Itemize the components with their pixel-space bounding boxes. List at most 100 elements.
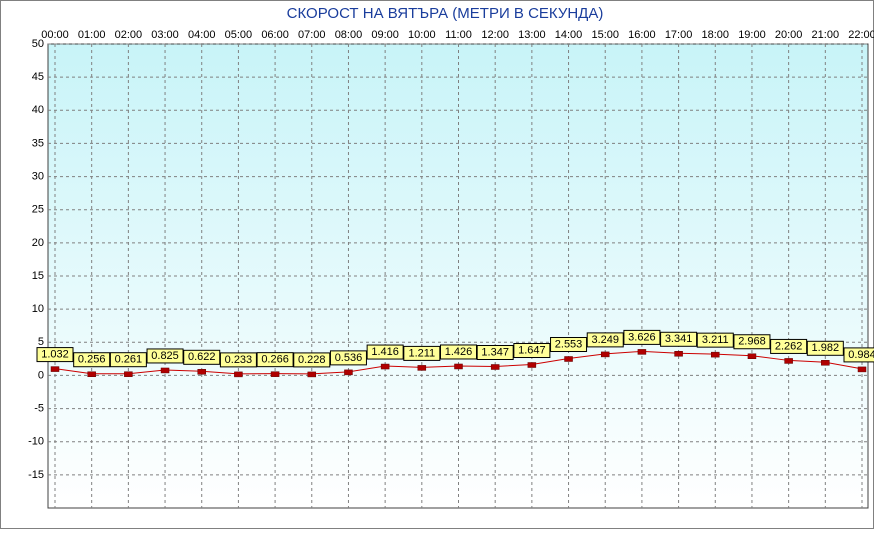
x-tick-label: 07:00 <box>298 29 326 41</box>
marker <box>747 353 757 360</box>
data-label: 3.626 <box>628 331 656 343</box>
marker <box>564 356 573 362</box>
x-tick-label: 02:00 <box>115 29 143 41</box>
data-label: 3.341 <box>665 333 693 345</box>
marker <box>344 369 353 376</box>
x-tick-label: 09:00 <box>371 29 399 41</box>
y-tick-label: 45 <box>32 71 44 83</box>
data-label: 0.228 <box>298 354 326 366</box>
data-label: 0.266 <box>261 354 289 366</box>
data-label: 0.256 <box>78 354 106 366</box>
y-tick-label: 40 <box>32 104 44 116</box>
data-label: 1.647 <box>518 344 546 356</box>
y-tick-label: 5 <box>38 336 44 348</box>
x-tick-label: 15:00 <box>591 29 619 41</box>
label-box <box>403 345 441 361</box>
marker <box>600 351 610 358</box>
data-label: 2.262 <box>775 340 803 352</box>
data-label: 1.416 <box>371 346 399 358</box>
marker <box>527 362 537 368</box>
y-tick-label: -10 <box>28 436 44 448</box>
label-box <box>660 331 698 347</box>
data-label: 0.984 <box>848 349 874 361</box>
data-label: 1.982 <box>812 342 840 354</box>
marker <box>380 363 390 370</box>
label-box <box>219 352 257 368</box>
x-tick-label: 00:00 <box>41 29 69 41</box>
x-tick-label: 12:00 <box>481 29 509 41</box>
x-tick-label: 18:00 <box>702 29 730 41</box>
label-box <box>183 349 221 365</box>
data-label: 0.233 <box>225 354 253 366</box>
y-tick-label: 50 <box>32 38 44 50</box>
data-label: 2.553 <box>555 338 583 350</box>
x-tick-label: 22:00 <box>848 29 874 41</box>
label-box <box>73 352 111 368</box>
x-tick-label: 04:00 <box>188 29 216 41</box>
label-box <box>366 344 404 360</box>
x-tick-label: 10:00 <box>408 29 436 41</box>
marker <box>711 351 720 358</box>
marker <box>857 366 867 373</box>
data-label: 3.211 <box>702 334 729 346</box>
chart-title: СКОРОСТ НА ВЯТЪРА (МЕТРИ В СЕКУНДА) <box>287 5 604 22</box>
marker <box>234 371 243 378</box>
marker <box>307 371 317 378</box>
y-tick-label: 25 <box>32 204 44 216</box>
x-tick-label: 05:00 <box>225 29 253 41</box>
y-tick-label: 20 <box>32 237 44 249</box>
data-label: 0.622 <box>188 351 216 363</box>
x-tick-label: 03:00 <box>151 29 179 41</box>
label-box <box>329 350 367 366</box>
label-box <box>293 352 331 368</box>
data-label: 0.261 <box>115 354 143 366</box>
y-tick-label: 15 <box>32 270 44 282</box>
data-label: 1.347 <box>481 346 509 358</box>
x-tick-label: 16:00 <box>628 29 656 41</box>
marker <box>417 365 427 371</box>
x-tick-label: 01:00 <box>78 29 106 41</box>
y-tick-label: 10 <box>32 303 44 315</box>
label-box <box>623 329 661 345</box>
y-tick-label: 30 <box>32 170 44 182</box>
label-box <box>696 332 734 348</box>
label-box <box>806 340 844 356</box>
x-tick-label: 17:00 <box>665 29 693 41</box>
marker <box>87 371 96 377</box>
label-box <box>146 348 184 364</box>
marker <box>674 351 683 357</box>
label-box <box>586 332 624 348</box>
data-label: 3.249 <box>591 334 619 346</box>
x-tick-label: 19:00 <box>738 29 766 41</box>
y-tick-label: 35 <box>32 137 44 149</box>
data-label: 2.968 <box>738 336 766 348</box>
x-tick-label: 06:00 <box>261 29 289 41</box>
label-box <box>476 344 514 360</box>
x-tick-label: 13:00 <box>518 29 546 41</box>
data-label: 1.426 <box>445 346 473 358</box>
data-label: 0.825 <box>151 350 179 362</box>
label-box <box>843 347 874 363</box>
x-tick-label: 11:00 <box>445 29 472 41</box>
y-tick-label: -15 <box>28 469 44 481</box>
marker <box>490 364 500 370</box>
label-box <box>550 337 588 353</box>
label-box <box>770 338 808 354</box>
marker <box>270 371 280 377</box>
y-tick-label: -5 <box>34 402 44 414</box>
label-box <box>109 352 147 368</box>
marker <box>50 366 60 372</box>
marker <box>821 360 830 366</box>
label-box <box>513 343 551 359</box>
marker <box>784 358 793 364</box>
data-label: 1.211 <box>408 347 435 359</box>
x-tick-label: 20:00 <box>775 29 803 41</box>
data-label: 1.032 <box>41 348 69 360</box>
y-tick-label: 0 <box>38 369 44 381</box>
label-box <box>36 347 74 363</box>
label-box <box>256 352 294 368</box>
label-box <box>440 344 477 360</box>
marker <box>637 349 647 355</box>
x-tick-label: 21:00 <box>812 29 840 41</box>
